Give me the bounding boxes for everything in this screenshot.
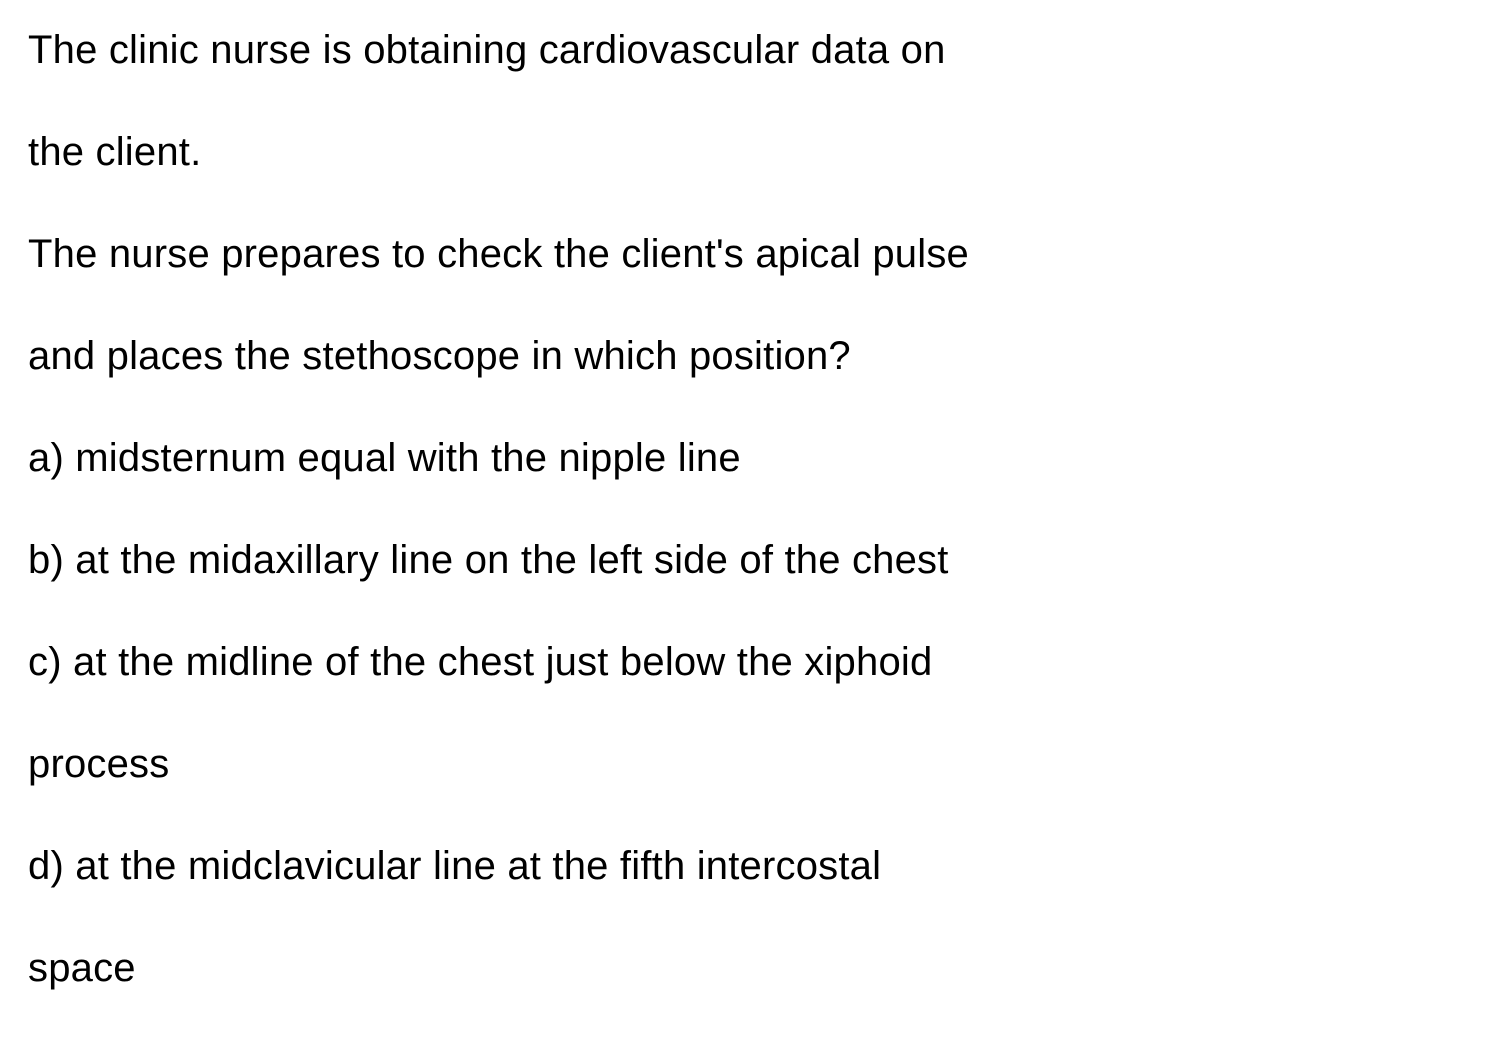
option-b-line: b) at the midaxillary line on the left s…: [28, 540, 1472, 580]
option-a-line: a) midsternum equal with the nipple line: [28, 438, 1472, 478]
question-stem-line: the client.: [28, 132, 1472, 172]
question-page: The clinic nurse is obtaining cardiovasc…: [0, 0, 1500, 1018]
option-d-line: d) at the midclavicular line at the fift…: [28, 846, 1472, 886]
option-c-line: process: [28, 744, 1472, 784]
option-d-line: space: [28, 948, 1472, 988]
question-stem-line: The nurse prepares to check the client's…: [28, 234, 1472, 274]
option-c-line: c) at the midline of the chest just belo…: [28, 642, 1472, 682]
question-stem-line: The clinic nurse is obtaining cardiovasc…: [28, 30, 1472, 70]
question-stem-line: and places the stethoscope in which posi…: [28, 336, 1472, 376]
